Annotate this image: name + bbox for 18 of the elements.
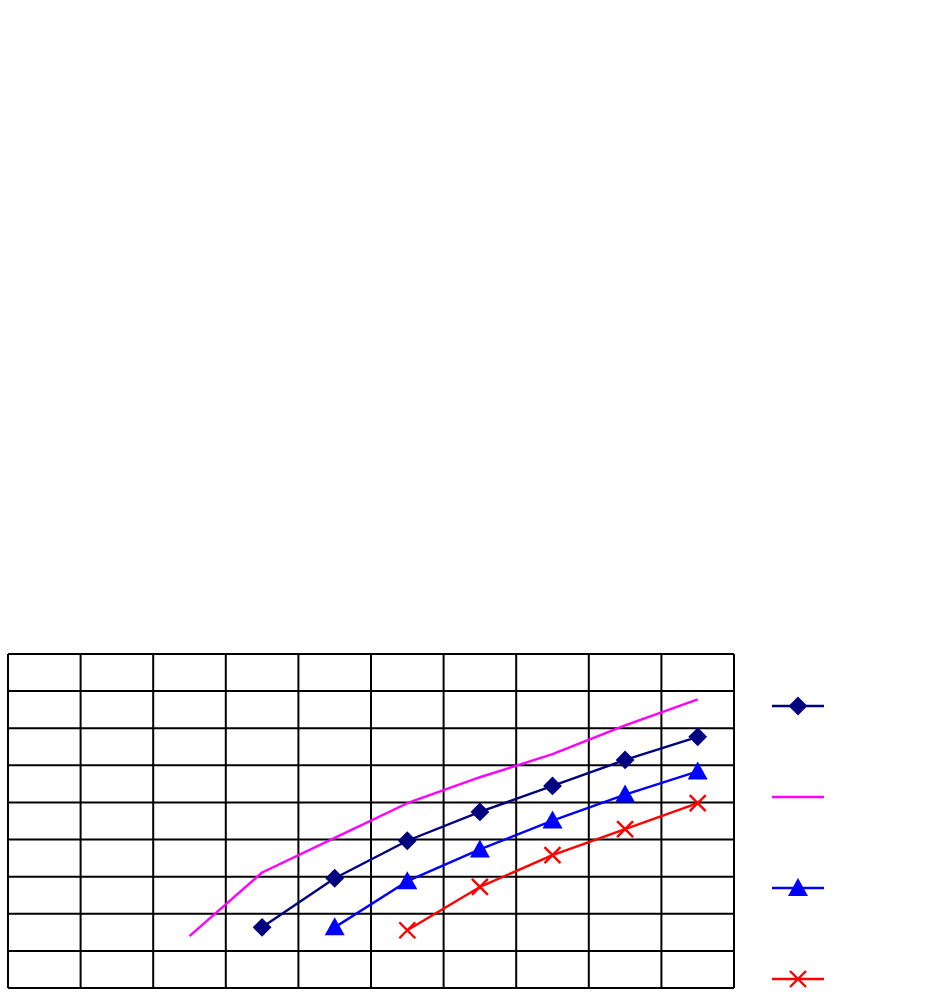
point <box>470 877 490 897</box>
point <box>397 871 418 890</box>
point <box>687 761 708 780</box>
point <box>325 869 344 888</box>
point <box>398 921 417 940</box>
point <box>616 750 635 769</box>
point <box>688 794 707 813</box>
point <box>398 831 417 850</box>
point <box>615 820 635 839</box>
point <box>543 845 562 865</box>
point <box>543 776 562 795</box>
point <box>615 784 636 803</box>
point <box>469 839 490 858</box>
point <box>470 802 489 821</box>
point <box>688 727 707 746</box>
point <box>253 918 272 937</box>
point <box>324 917 345 936</box>
point <box>542 810 563 829</box>
